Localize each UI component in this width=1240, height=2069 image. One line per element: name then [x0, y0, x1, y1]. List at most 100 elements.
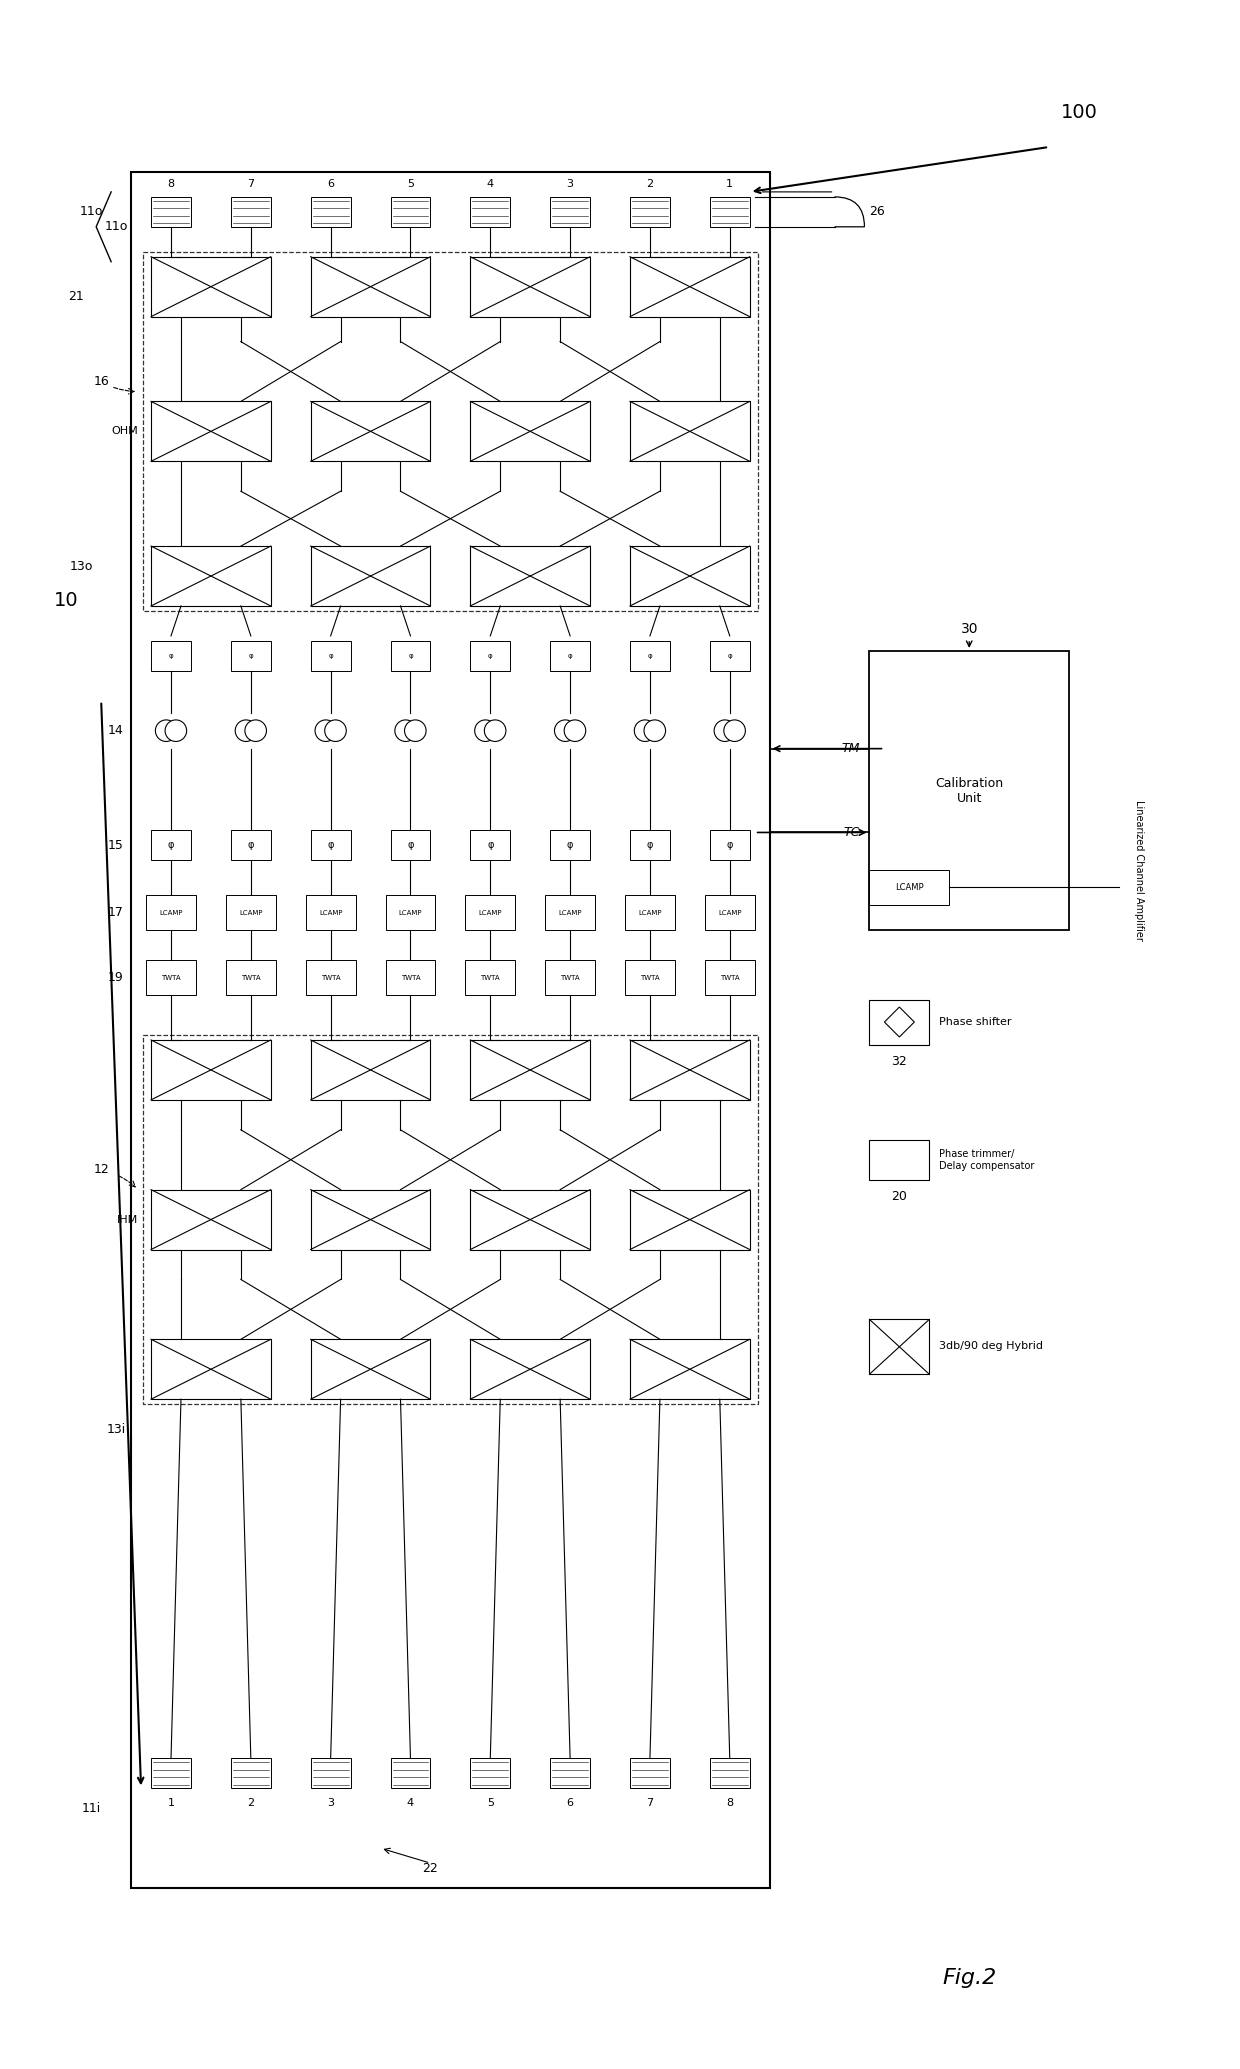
Text: TWTA: TWTA: [480, 974, 500, 981]
Text: TWTA: TWTA: [401, 974, 420, 981]
Text: 10: 10: [53, 592, 78, 610]
Text: 32: 32: [892, 1055, 908, 1068]
Bar: [311, 641, 351, 670]
Text: φ: φ: [647, 840, 653, 850]
Circle shape: [325, 720, 346, 741]
Bar: [546, 896, 595, 931]
Bar: [551, 641, 590, 670]
Text: 1: 1: [167, 1798, 175, 1808]
Bar: [470, 1339, 590, 1399]
Text: 11o: 11o: [104, 219, 128, 234]
Text: φ: φ: [167, 840, 175, 850]
Bar: [630, 1041, 750, 1101]
Bar: [470, 1759, 510, 1788]
Text: Phase trimmer/
Delay compensator: Phase trimmer/ Delay compensator: [939, 1148, 1034, 1171]
Text: 11o: 11o: [79, 205, 103, 219]
Circle shape: [714, 720, 735, 741]
Text: φ: φ: [567, 840, 573, 850]
Text: TM: TM: [841, 743, 859, 755]
Text: LCAMP: LCAMP: [558, 910, 582, 917]
Bar: [143, 252, 758, 610]
Bar: [625, 960, 675, 995]
Bar: [551, 197, 590, 228]
Circle shape: [246, 720, 267, 741]
Bar: [151, 401, 270, 461]
Text: TC: TC: [843, 826, 859, 838]
Circle shape: [485, 720, 506, 741]
Circle shape: [635, 720, 656, 741]
Text: 30: 30: [961, 623, 978, 635]
Text: LCAMP: LCAMP: [399, 910, 423, 917]
Bar: [311, 546, 430, 606]
Text: LCAMP: LCAMP: [159, 910, 182, 917]
Bar: [630, 1190, 750, 1250]
Bar: [391, 197, 430, 228]
Bar: [630, 641, 670, 670]
Bar: [311, 197, 351, 228]
Bar: [143, 1034, 758, 1405]
Text: 16: 16: [93, 374, 109, 389]
Text: 7: 7: [247, 178, 254, 188]
Bar: [151, 546, 270, 606]
Circle shape: [236, 720, 257, 741]
Text: φ: φ: [408, 654, 413, 658]
Text: φ: φ: [568, 654, 573, 658]
Text: φ: φ: [487, 840, 494, 850]
Bar: [470, 830, 510, 861]
Text: 5: 5: [407, 178, 414, 188]
Text: 6: 6: [327, 178, 334, 188]
Bar: [151, 1339, 270, 1399]
Text: φ: φ: [169, 654, 174, 658]
Bar: [146, 896, 196, 931]
Text: 20: 20: [892, 1190, 908, 1202]
Bar: [231, 641, 270, 670]
Bar: [151, 197, 191, 228]
Bar: [386, 960, 435, 995]
Text: 12: 12: [93, 1163, 109, 1175]
Bar: [470, 1190, 590, 1250]
Text: 17: 17: [107, 906, 123, 919]
Text: TWTA: TWTA: [640, 974, 660, 981]
Bar: [151, 1041, 270, 1101]
Text: TWTA: TWTA: [321, 974, 341, 981]
Text: LCAMP: LCAMP: [718, 910, 742, 917]
Bar: [630, 257, 750, 317]
Bar: [311, 1759, 351, 1788]
Bar: [146, 960, 196, 995]
Bar: [630, 401, 750, 461]
Bar: [151, 641, 191, 670]
Circle shape: [155, 720, 177, 741]
Text: φ: φ: [489, 654, 492, 658]
Text: TWTA: TWTA: [560, 974, 580, 981]
Bar: [311, 401, 430, 461]
Text: LCAMP: LCAMP: [895, 883, 924, 892]
Text: 3db/90 deg Hybrid: 3db/90 deg Hybrid: [939, 1341, 1043, 1351]
Bar: [630, 830, 670, 861]
Text: φ: φ: [728, 654, 732, 658]
Circle shape: [165, 720, 187, 741]
Bar: [704, 960, 755, 995]
Circle shape: [724, 720, 745, 741]
Text: 22: 22: [423, 1862, 438, 1875]
Circle shape: [564, 720, 585, 741]
Bar: [131, 172, 770, 1889]
Bar: [546, 960, 595, 995]
Text: 3: 3: [567, 178, 574, 188]
Circle shape: [394, 720, 417, 741]
Bar: [391, 641, 430, 670]
Circle shape: [475, 720, 496, 741]
Bar: [630, 546, 750, 606]
Text: 21: 21: [68, 290, 84, 304]
Bar: [625, 896, 675, 931]
Text: 8: 8: [167, 178, 175, 188]
Text: TWTA: TWTA: [241, 974, 260, 981]
Bar: [151, 1190, 270, 1250]
Text: LCAMP: LCAMP: [479, 910, 502, 917]
Bar: [551, 830, 590, 861]
Text: OHM: OHM: [112, 426, 138, 437]
Bar: [709, 830, 750, 861]
Bar: [709, 1759, 750, 1788]
Text: 5: 5: [487, 1798, 494, 1808]
Text: Fig.2: Fig.2: [942, 1968, 997, 1988]
Text: TWTA: TWTA: [161, 974, 181, 981]
